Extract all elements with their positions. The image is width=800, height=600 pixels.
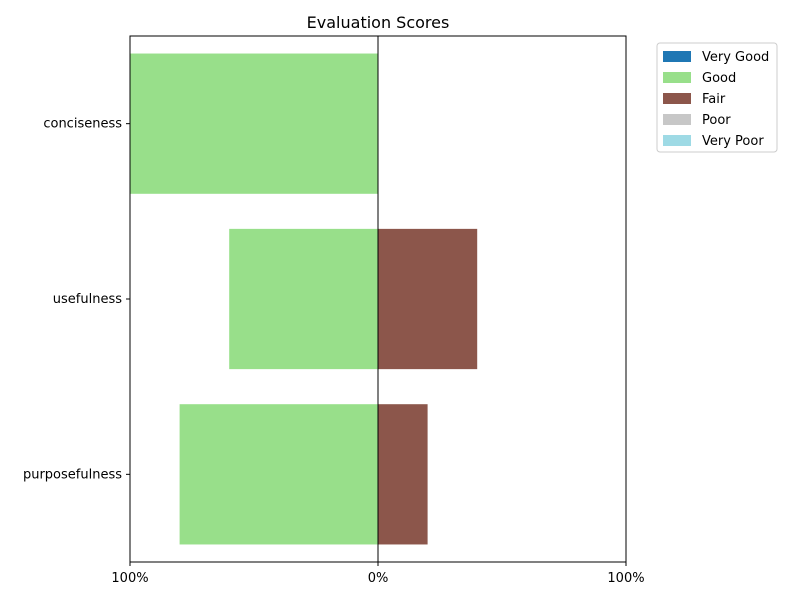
bar-usefulness-good — [229, 228, 378, 370]
legend-label: Very Good — [702, 50, 769, 65]
y-tick-label: conciseness — [43, 117, 122, 132]
legend-swatch — [663, 93, 691, 104]
bar-conciseness-good — [130, 53, 378, 194]
bar-usefulness-fair — [378, 228, 478, 370]
legend-swatch — [663, 135, 691, 146]
legend: Very Good Good Fair Poor Very Poor — [656, 42, 778, 153]
legend-label: Fair — [702, 92, 726, 107]
legend-swatch — [663, 51, 691, 62]
legend-label: Poor — [702, 113, 731, 128]
legend-swatch — [663, 72, 691, 83]
x-tick-label: 0% — [368, 571, 389, 586]
x-tick-label: 100% — [111, 571, 148, 586]
legend-label: Very Poor — [702, 134, 764, 149]
y-tick-label: usefulness — [53, 292, 122, 307]
legend-swatch — [663, 114, 691, 125]
bars-layer — [130, 53, 478, 545]
x-tick-label: 100% — [607, 571, 644, 586]
bar-purposefulness-good — [179, 404, 378, 545]
chart-title: Evaluation Scores — [307, 13, 450, 32]
bar-purposefulness-fair — [378, 404, 428, 545]
y-tick-label: purposefulness — [23, 467, 122, 482]
legend-label: Good — [702, 71, 736, 86]
axis-layer: conciseness usefulness purposefulness 100% 0… — [23, 35, 645, 586]
